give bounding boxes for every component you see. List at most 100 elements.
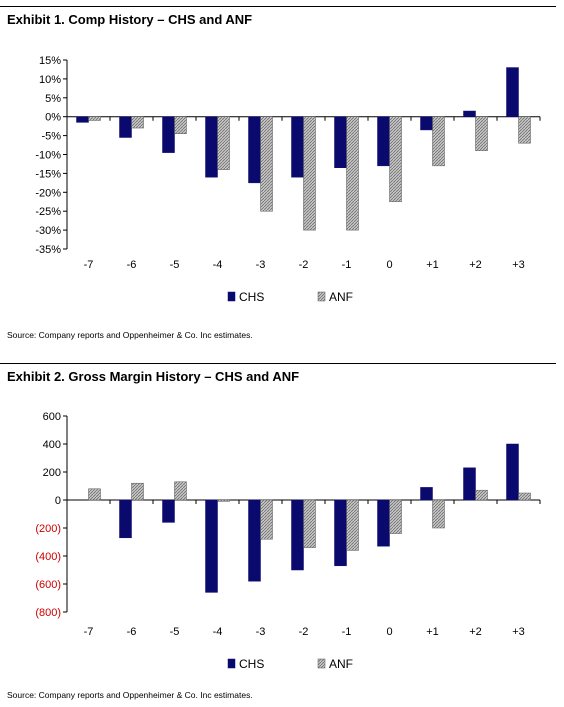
bar-anf (432, 116, 445, 167)
x-tick-label: 0 (386, 626, 392, 638)
bar-chs (291, 116, 304, 178)
x-tick-label: -6 (127, 626, 137, 638)
x-tick-label: -3 (256, 259, 266, 271)
bar-chs (162, 116, 175, 153)
legend-label-anf: ANF (329, 657, 353, 671)
exhibit-2-source: Source: Company reports and Oppenheimer … (7, 690, 253, 700)
y-tick-label: 0% (45, 112, 61, 124)
y-tick-label: (200) (35, 523, 61, 535)
bar-chs (463, 467, 476, 501)
exhibit-1-top-rule (0, 6, 556, 7)
bar-chs (248, 116, 261, 184)
bar-anf (346, 116, 359, 231)
exhibit-1-source: Source: Company reports and Oppenheimer … (7, 330, 253, 340)
bar-chs (334, 499, 347, 567)
bar-anf (88, 488, 101, 501)
bar-anf (389, 116, 402, 202)
legend-label-chs: CHS (239, 657, 264, 671)
x-tick-label: 0 (386, 259, 392, 271)
bar-anf (217, 499, 230, 502)
bar-anf (217, 116, 230, 170)
x-tick-label: +3 (512, 626, 525, 638)
exhibit-2-top-rule (0, 363, 556, 364)
y-tick-label: (800) (35, 607, 61, 619)
y-tick-label: -30% (35, 225, 61, 237)
bar-anf (346, 499, 359, 551)
bar-anf (131, 482, 144, 501)
x-tick-label: -7 (84, 259, 94, 271)
bar-anf (174, 481, 187, 501)
bar-anf (518, 492, 531, 501)
bar-anf (174, 116, 187, 134)
bar-chs (162, 499, 175, 523)
x-tick-label: -7 (84, 626, 94, 638)
exhibit-1-chart: 15% 10% 5% 0% -5% -10% -15% -20% -25% -30% -35% -7 -… (35, 55, 541, 304)
y-tick-label: -25% (35, 206, 61, 218)
bar-anf (260, 116, 273, 212)
x-tick-label: -2 (299, 626, 309, 638)
bar-anf (131, 116, 144, 129)
bar-chs (463, 110, 476, 117)
y-tick-label: -20% (35, 187, 61, 199)
x-tick-label: +1 (426, 259, 439, 271)
x-tick-label: -4 (213, 259, 223, 271)
y-tick-label: 200 (43, 467, 61, 479)
x-tick-label: +2 (469, 259, 482, 271)
y-tick-label: 600 (43, 411, 61, 423)
bar-chs (76, 116, 89, 123)
legend-swatch-anf (317, 658, 326, 669)
bar-anf (88, 116, 101, 121)
x-tick-label: -5 (170, 259, 180, 271)
x-tick-label: -3 (256, 626, 266, 638)
bar-anf (432, 499, 445, 529)
bar-anf (475, 489, 488, 501)
bar-chs (506, 67, 519, 117)
y-tick-label: 5% (45, 93, 61, 105)
bar-chs (248, 499, 261, 582)
bar-chs (420, 487, 433, 501)
bar-anf (475, 116, 488, 151)
exhibit-2-chart: 600 400 200 0 (200) (400) (600) (800) -7 -6 -5 -4 -3… (35, 411, 541, 671)
x-tick-label: -1 (342, 259, 352, 271)
bar-anf (303, 499, 316, 548)
bar-anf (260, 499, 273, 540)
bar-anf (518, 116, 531, 144)
bar-chs (119, 116, 132, 138)
x-tick-label: +3 (512, 259, 525, 271)
bar-chs (291, 499, 304, 571)
exhibit-1: Exhibit 1. Comp History – CHS and ANF 15… (0, 0, 564, 352)
x-tick-label: -4 (213, 626, 223, 638)
y-tick-label: 400 (43, 439, 61, 451)
legend-swatch-chs (227, 291, 236, 302)
bar-chs (506, 443, 519, 501)
exhibit-2-title: Exhibit 2. Gross Margin History – CHS an… (7, 369, 300, 384)
bar-chs (377, 116, 390, 167)
y-tick-label: (600) (35, 579, 61, 591)
y-tick-label: 15% (39, 55, 61, 67)
bar-chs (205, 116, 218, 178)
bar-anf (389, 499, 402, 534)
exhibit-1-title: Exhibit 1. Comp History – CHS and ANF (7, 12, 253, 27)
legend-swatch-chs (227, 658, 236, 669)
bar-anf (303, 116, 316, 231)
bar-chs (334, 116, 347, 168)
x-tick-label: +1 (426, 626, 439, 638)
legend-swatch-anf (317, 291, 326, 302)
x-tick-label: -6 (127, 259, 137, 271)
bar-chs (420, 116, 433, 131)
bar-chs (119, 499, 132, 539)
y-tick-label: (400) (35, 551, 61, 563)
exhibit-2: Exhibit 2. Gross Margin History – CHS an… (0, 352, 564, 705)
y-tick-label: -5% (41, 131, 61, 143)
y-tick-label: 0 (55, 495, 61, 507)
x-tick-label: -5 (170, 626, 180, 638)
y-tick-label: -10% (35, 150, 61, 162)
bar-chs (377, 499, 390, 547)
x-tick-label: +2 (469, 626, 482, 638)
y-tick-label: -35% (35, 244, 61, 256)
legend-label-chs: CHS (239, 290, 264, 304)
legend-label-anf: ANF (329, 290, 353, 304)
bar-chs (205, 499, 218, 593)
y-tick-label: -15% (35, 168, 61, 180)
x-tick-label: -1 (342, 626, 352, 638)
